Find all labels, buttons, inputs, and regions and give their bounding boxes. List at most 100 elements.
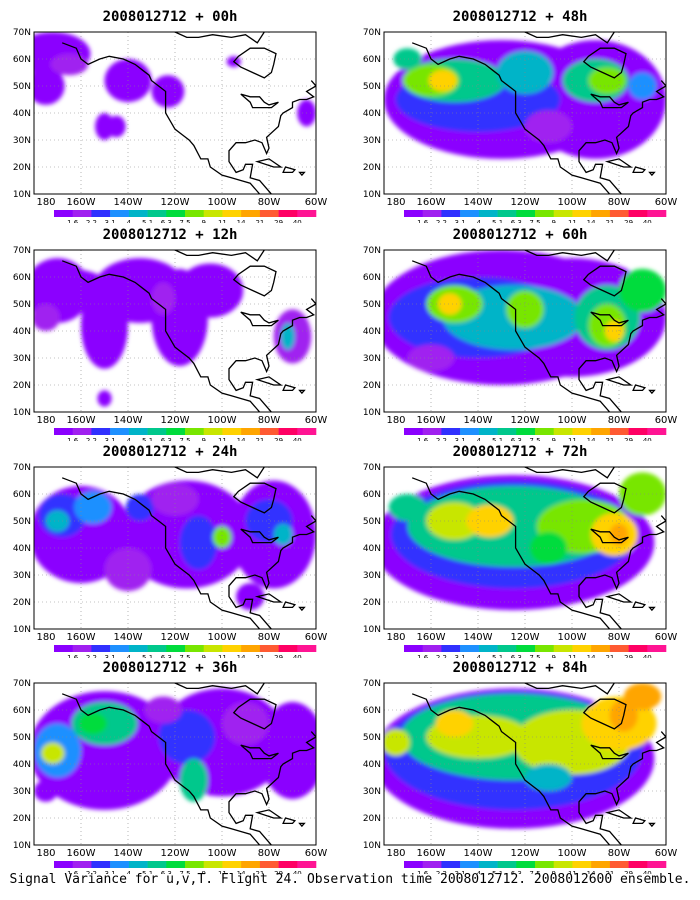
colorbar-level-label: 7.5 [179,870,190,874]
colorbar-swatch [128,645,148,652]
lat-tick-label: 60N [363,273,381,283]
colorbar-swatch [166,645,186,652]
colorbar-swatch [91,861,111,868]
variance-contour [144,696,183,724]
variance-field [384,40,666,159]
colorbar-level-label: 21 [605,870,614,874]
colorbar-swatch [609,210,629,217]
variance-contour [388,494,427,521]
lon-tick-label: 120W [511,632,540,643]
colorbar-level-label: 4 [127,870,132,874]
variance-contour [619,268,666,313]
colorbar: 1.6 2.2 3.1 4 5.1 6.3 7.5 9 11 14 21 29 40 [54,645,317,658]
lon-tick-label: 180 [36,197,55,208]
variance-contour [222,701,269,746]
lat-tick-label: 70N [363,679,381,689]
coastline [411,260,666,412]
lat-tick-label: 10N [13,190,31,200]
lat-tick-label: 20N [363,381,381,391]
colorbar-level-label: 9 [551,654,555,658]
lat-tick-label: 50N [13,517,31,527]
colorbar-level-label: 9 [551,219,555,223]
colorbar-level-label: 5.1 [492,870,503,874]
colorbar-level-label: 14 [237,654,246,658]
lon-tick-label: 60W [655,848,678,859]
island [298,171,306,177]
lon-tick-label: 100W [558,848,587,859]
colorbar-level-label: 9 [201,654,205,658]
colorbar-swatch [203,428,223,435]
colorbar-swatch [497,645,517,652]
colorbar-swatch [278,861,298,868]
coastline [61,477,316,629]
colorbar-swatch [591,210,611,217]
arctic-coast [174,32,265,44]
lon-tick-label: 140W [464,415,493,426]
lon-tick-label: 180 [386,197,405,208]
panel-title: 2008012712 + 72h [452,444,588,460]
colorbar-swatch [91,645,111,652]
variance-contour [609,523,629,546]
map-panel: 2008012712 + 48h 70N 60N 50N 40N 30N 20N 10N 18… [350,8,690,223]
lat-tick-label: 60N [13,273,31,283]
colorbar-level-label: 40 [643,219,652,223]
colorbar-level-label: 4 [477,654,482,658]
colorbar-level-label: 7.5 [179,219,190,223]
colorbar-swatch [535,428,554,435]
lon-tick-label: 160W [67,848,96,859]
arctic-coast [524,467,615,479]
lon-tick-label: 140W [464,848,493,859]
variance-contour [212,526,232,548]
map-frame [33,466,317,630]
colorbar-level-label: 2.2 [86,219,97,223]
colorbar-level-label: 5.1 [142,219,153,223]
great-lakes [590,744,629,760]
colorbar-level-label: 11 [568,870,577,874]
colorbar-level-label: 4 [127,219,132,223]
colorbar-level-label: 14 [587,437,596,441]
hudson-bay [582,265,627,297]
colorbar-swatch [591,645,611,652]
great-lakes [240,528,279,544]
colorbar-level-label: 7.5 [179,654,190,658]
colorbar-swatch [460,861,480,868]
great-lakes [240,93,279,109]
colorbar-level-label: 21 [605,219,614,223]
colorbar-level-label: 9 [201,870,205,874]
colorbar-swatch [147,861,167,868]
colorbar-swatch [297,645,317,652]
colorbar-swatch [404,210,423,217]
figure-caption: Signal Variance for u,v,T. Flight 24. Ob… [9,872,691,887]
map-frame [33,249,317,413]
colorbar-swatch [535,861,554,868]
coastline [61,260,316,412]
island [282,817,297,825]
colorbar-swatch [222,645,242,652]
lon-tick-label: 120W [511,848,540,859]
panel-title: 2008012712 + 60h [452,227,588,243]
map-panel: 2008012712 + 72h 70N 60N 50N 40N 30N 20N 10N 18… [350,443,690,658]
colorbar-swatch [628,210,648,217]
colorbar-level-label: 7.5 [529,219,540,223]
variance-contour [125,494,154,521]
colorbar-level-label: 21 [255,870,264,874]
island [648,389,656,395]
lon-tick-label: 80W [258,848,281,859]
variance-contour [259,701,316,800]
colorbar-level-label: 9 [201,219,205,223]
lon-tick-label: 160W [417,848,446,859]
variance-contour [179,758,208,802]
variance-map: 70N 60N 50N 40N 30N 20N 10N 180 160W 140W 120W 100W… [363,246,678,441]
colorbar-level-label: 6.3 [511,870,522,874]
colorbar-level-label: 40 [643,654,652,658]
colorbar-swatch [553,428,573,435]
colorbar-swatch [609,645,629,652]
variance-map: 70N 60N 50N 40N 30N 20N 10N 180 160W 140W 120W 100W… [13,679,328,874]
colorbar-swatch [110,861,130,868]
lat-tick-label: 40N [363,544,381,554]
colorbar-level-label: 7.5 [529,437,540,441]
lon-tick-label: 120W [511,415,540,426]
lon-tick-label: 120W [161,632,190,643]
colorbar-swatch [516,645,536,652]
colorbar-swatch [535,210,554,217]
